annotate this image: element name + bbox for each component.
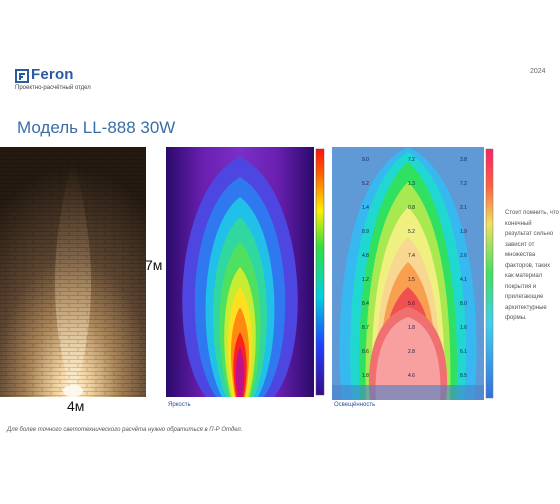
illuminance-value-grid: 9.0 7.2 3.8 5.2 1.3 7.2 1.4 0.8 2.1 8.9 5.2 1.9 4.8 7… — [362, 157, 467, 379]
illuminance-value: 2.8 — [408, 349, 415, 355]
illuminance-value: 1.8 — [362, 373, 369, 379]
year-label: 2024 — [530, 68, 546, 75]
illuminance-value: 1.6 — [460, 325, 467, 331]
width-label: 4м — [67, 398, 85, 414]
illuminance-value: 6.1 — [460, 349, 467, 355]
illuminance-value: 0.8 — [408, 205, 415, 211]
illuminance-value: 1.4 — [362, 205, 369, 211]
illuminance-value: 4.8 — [362, 253, 369, 259]
illuminance-value: 3.8 — [460, 157, 467, 163]
footnote: Для более точного светотехнического расч… — [7, 427, 243, 433]
illuminance-value: 8.6 — [362, 349, 369, 355]
illuminance-value: 8.9 — [362, 229, 369, 235]
illuminance-value: 8.4 — [362, 301, 369, 307]
illuminance-value: 1.8 — [408, 325, 415, 331]
illuminance-value: 8.5 — [460, 373, 467, 379]
height-label: 7м — [145, 257, 163, 273]
illuminance-value: 4.6 — [408, 373, 415, 379]
page-title: Модель LL-888 30W — [17, 118, 176, 137]
illuminance-value: 4.1 — [460, 277, 467, 283]
feron-logo-mark-icon — [15, 69, 29, 83]
illuminance-value: 8.7 — [362, 325, 369, 331]
illuminance-value: 1.5 — [408, 277, 415, 283]
illuminance-value: 9.0 — [362, 157, 369, 163]
illuminance-value: 1.3 — [408, 181, 415, 187]
illuminance-value: 2.1 — [460, 205, 467, 211]
illuminance-value: 5.2 — [408, 229, 415, 235]
wall-light-photo — [0, 147, 146, 397]
illuminance-value: 5.2 — [362, 181, 369, 187]
illuminance-value: 1.2 — [362, 277, 369, 283]
luminance-map — [166, 147, 325, 397]
illuminance-value: 5.6 — [408, 301, 415, 307]
illuminance-value: 7.2 — [408, 157, 415, 163]
department-name: Проектно-расчётный отдел — [15, 85, 91, 91]
luminance-caption: Яркость — [168, 402, 191, 408]
illuminance-map: 9.0 7.2 3.8 5.2 1.3 7.2 1.4 0.8 2.1 8.9 5.2 1.9 4.8 7… — [332, 147, 494, 400]
illuminance-caption: Освещённость — [334, 402, 376, 408]
illuminance-value: 1.9 — [460, 229, 467, 235]
feron-logo: Feron — [15, 66, 135, 96]
illuminance-value: 7.4 — [408, 253, 415, 259]
illuminance-value: 7.2 — [460, 181, 467, 187]
illuminance-value: 2.6 — [460, 253, 467, 259]
side-note: Стоит помнить, что конечный результат си… — [505, 210, 559, 321]
illuminance-value: 8.0 — [460, 301, 467, 307]
logo-wordmark: Feron — [31, 66, 74, 83]
